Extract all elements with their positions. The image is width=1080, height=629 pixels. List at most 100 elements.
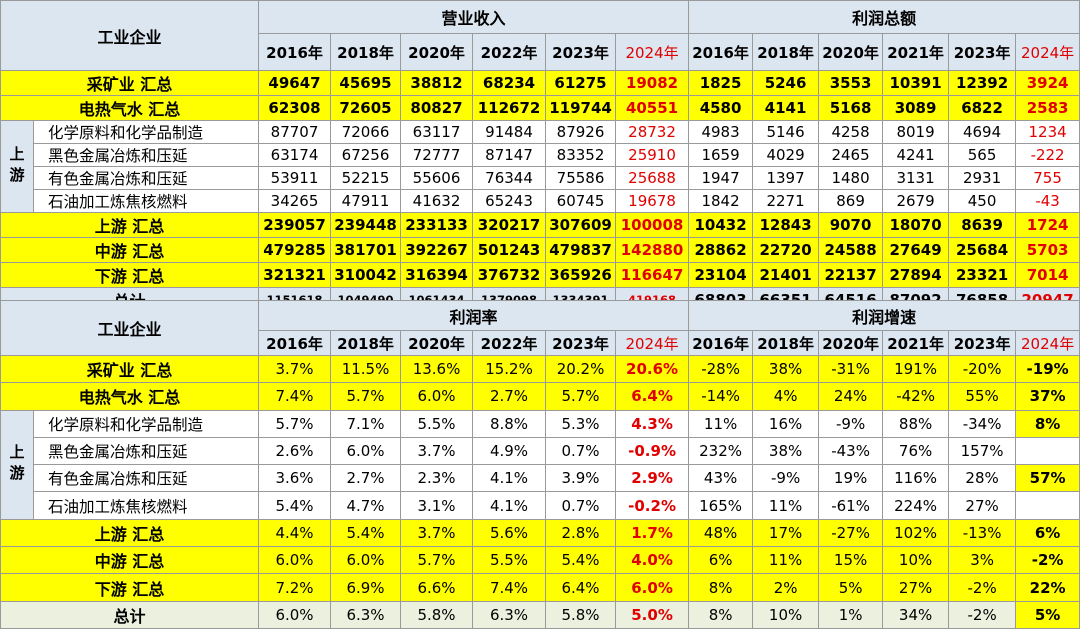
row-label: 总计 bbox=[0, 600, 260, 629]
cell-value: 5146 bbox=[752, 120, 820, 144]
cell-value: 38812 bbox=[400, 70, 474, 96]
cell-value: 479837 bbox=[545, 237, 617, 263]
cell-value: 91484 bbox=[472, 120, 547, 144]
row-label: 黑色金属冶炼和压延 bbox=[32, 143, 260, 167]
cell-value: 48% bbox=[688, 518, 754, 548]
cell-value: 53911 bbox=[258, 166, 332, 190]
cell-value: 21401 bbox=[752, 262, 820, 288]
row-label: 有色金属冶炼和压延 bbox=[32, 464, 260, 493]
cell-value: 5.8% bbox=[545, 600, 617, 629]
cell-value: 47911 bbox=[330, 189, 402, 213]
cell-value: 5.5% bbox=[472, 546, 547, 575]
year-row: 2016年 2018年 2020年 2022年 2023年 2024年 2016年 2018年… bbox=[1, 33, 1080, 71]
cell-value: 2.6% bbox=[258, 436, 332, 466]
cell-value: -2% bbox=[948, 573, 1017, 602]
cell-value: 76344 bbox=[472, 166, 547, 190]
cell-value: 10% bbox=[882, 546, 950, 575]
corner-header: 工业企业 bbox=[0, 0, 260, 71]
cell-value: 25688 bbox=[615, 166, 690, 190]
cell-value: 4.1% bbox=[472, 491, 547, 520]
year-header: 2021年 bbox=[882, 33, 950, 71]
year-header: 2024年 bbox=[1015, 33, 1080, 71]
cell-value: 142880 bbox=[615, 237, 690, 263]
data-row: 采矿业 汇总 49647 45695 38812 68234 61275 19082 1825… bbox=[0, 70, 1080, 96]
cell-value: 7.1% bbox=[330, 409, 402, 438]
cell-value: -19% bbox=[1015, 354, 1080, 384]
cell-value: 5.3% bbox=[545, 409, 617, 438]
year-header: 2020年 bbox=[818, 33, 884, 71]
cell-value: 12843 bbox=[752, 212, 820, 238]
year-header: 2023年 bbox=[948, 330, 1017, 356]
cell-value: 22% bbox=[1015, 573, 1080, 602]
cell-value: 0.7% bbox=[545, 491, 617, 520]
year-header: 2024年 bbox=[615, 33, 690, 71]
cell-value: 5.0% bbox=[615, 600, 690, 629]
cell-value: 5.7% bbox=[400, 546, 474, 575]
cell-value: 65243 bbox=[472, 189, 547, 213]
cell-value: 1480 bbox=[818, 166, 884, 190]
cell-value: 320217 bbox=[472, 212, 547, 238]
row-label: 黑色金属冶炼和压延 bbox=[32, 436, 260, 466]
cell-value: 4258 bbox=[818, 120, 884, 144]
cell-value: 4.4% bbox=[258, 518, 332, 548]
cell-value: 3.7% bbox=[400, 436, 474, 466]
cell-value: 7.4% bbox=[472, 573, 547, 602]
cell-value: 112672 bbox=[472, 95, 547, 121]
cell-value: 6.0% bbox=[258, 600, 332, 629]
cell-value: 87926 bbox=[545, 120, 617, 144]
cell-value: 43% bbox=[688, 464, 754, 493]
cell-value: 2.7% bbox=[472, 382, 547, 411]
cell-value: 8% bbox=[1015, 409, 1080, 438]
cell-value: -34% bbox=[948, 409, 1017, 438]
cell-value: 365926 bbox=[545, 262, 617, 288]
cell-value: 6.6% bbox=[400, 573, 474, 602]
cell-value: 2.3% bbox=[400, 464, 474, 493]
cell-value: 27894 bbox=[882, 262, 950, 288]
cell-value: 4694 bbox=[948, 120, 1017, 144]
cell-value: 62308 bbox=[258, 95, 332, 121]
cell-value: 55606 bbox=[400, 166, 474, 190]
row-label: 上游 汇总 bbox=[0, 518, 260, 548]
cell-value: 10% bbox=[752, 600, 820, 629]
cell-value: 321321 bbox=[258, 262, 332, 288]
year-header: 2023年 bbox=[948, 33, 1017, 71]
data-row: 电热气水 汇总 62308 72605 80827 112672 119744 40551 4… bbox=[0, 95, 1080, 121]
cell-value: 10391 bbox=[882, 70, 950, 96]
cell-value: 1842 bbox=[688, 189, 754, 213]
cell-value: -31% bbox=[818, 354, 884, 384]
cell-value: 6.4% bbox=[545, 573, 617, 602]
cell-value: -9% bbox=[752, 464, 820, 493]
upstream-label: 上游 bbox=[0, 409, 34, 520]
row-label: 采矿业 汇总 bbox=[0, 354, 260, 384]
cell-value: 63174 bbox=[258, 143, 332, 167]
data-row: 石油加工炼焦核燃料 34265 47911 41632 65243 60745 19678 1… bbox=[0, 189, 1080, 213]
year-header: 2024年 bbox=[615, 330, 690, 356]
cell-value: 60745 bbox=[545, 189, 617, 213]
data-row: 中游 汇总 6.0% 6.0% 5.7% 5.5% 5.4% 4.0% 6% 11% 15% 10%… bbox=[0, 546, 1080, 575]
cell-value: 1947 bbox=[688, 166, 754, 190]
revenue-profit-table: 工业企业 营业收入 利润总额 2016年 2018年 2020年 2022年 2023年 202… bbox=[0, 0, 1080, 313]
data-row: 石油加工炼焦核燃料 5.4% 4.7% 3.1% 4.1% 0.7% -0.2% 165% 11… bbox=[0, 491, 1080, 520]
cell-value: 19678 bbox=[615, 189, 690, 213]
cell-value: 15% bbox=[818, 546, 884, 575]
cell-value: 3089 bbox=[882, 95, 950, 121]
row-label: 中游 汇总 bbox=[0, 237, 260, 263]
cell-value: 4983 bbox=[688, 120, 754, 144]
year-header: 2016年 bbox=[258, 330, 332, 356]
cell-value: 232% bbox=[688, 436, 754, 466]
data-row: 有色金属冶炼和压延 53911 52215 55606 76344 75586 25688 1… bbox=[0, 166, 1080, 190]
cell-value: 34265 bbox=[258, 189, 332, 213]
cell-value: 27% bbox=[948, 491, 1017, 520]
cell-value: 224% bbox=[882, 491, 950, 520]
cell-value: 316394 bbox=[400, 262, 474, 288]
cell-value: 5% bbox=[1015, 600, 1080, 629]
row-label: 化学原料和化学品制造 bbox=[32, 409, 260, 438]
cell-value: 6.3% bbox=[330, 600, 402, 629]
cell-value: 450 bbox=[948, 189, 1017, 213]
cell-value: 0.7% bbox=[545, 436, 617, 466]
year-header: 2023年 bbox=[545, 330, 617, 356]
cell-value: 8.8% bbox=[472, 409, 547, 438]
cell-value: 7.4% bbox=[258, 382, 332, 411]
cell-value: 76% bbox=[882, 436, 950, 466]
cell-value: 239448 bbox=[330, 212, 402, 238]
